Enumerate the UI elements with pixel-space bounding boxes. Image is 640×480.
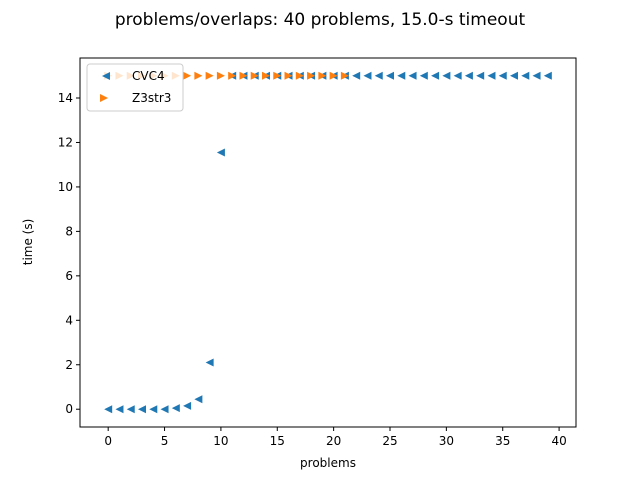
point-z3str3-9 [205, 71, 214, 80]
y-tick-label-7: 14 [58, 91, 73, 105]
chart-title: problems/overlaps: 40 problems, 15.0-s t… [115, 10, 526, 30]
x-axis-ticks: 0 5 10 15 20 25 30 35 40 [104, 427, 567, 448]
point-cvc4-35 [498, 71, 507, 80]
point-cvc4-2 [126, 405, 135, 414]
plot-marks [104, 71, 552, 414]
point-cvc4-7 [183, 401, 192, 410]
y-axis-ticks: 0 2 4 6 8 10 12 14 [58, 91, 80, 416]
x-tick-label-0: 0 [104, 434, 112, 448]
legend-marker-z3str3 [100, 94, 108, 102]
point-cvc4-27 [408, 71, 417, 80]
point-z3str3-12 [239, 71, 248, 80]
point-cvc4-24 [374, 71, 383, 80]
point-cvc4-9 [205, 358, 214, 367]
point-cvc4-8 [194, 395, 203, 404]
point-cvc4-5 [160, 405, 169, 414]
point-z3str3-19 [318, 71, 327, 80]
point-cvc4-34 [487, 71, 496, 80]
point-z3str3-18 [307, 71, 316, 80]
point-cvc4-25 [386, 71, 394, 80]
point-cvc4-32 [464, 71, 473, 80]
point-z3str3-21 [340, 71, 349, 80]
x-tick-label-8: 40 [551, 434, 566, 448]
y-tick-label-1: 2 [65, 358, 73, 372]
point-cvc4-0 [104, 405, 113, 414]
y-tick-label-6: 12 [58, 135, 73, 149]
plot-frame [79, 57, 577, 428]
legend: CVC4 Z3str3 [86, 63, 184, 112]
point-cvc4-26 [397, 71, 406, 80]
y-tick-label-0: 0 [65, 402, 73, 416]
point-cvc4-10 [216, 148, 225, 157]
point-cvc4-1 [115, 405, 124, 414]
point-cvc4-22 [352, 71, 361, 80]
point-z3str3-11 [228, 71, 237, 80]
point-z3str3-7 [183, 71, 192, 80]
point-cvc4-39 [543, 71, 552, 80]
point-cvc4-36 [510, 71, 518, 80]
y-axis-label: time (s) [21, 219, 35, 266]
point-cvc4-23 [363, 71, 372, 80]
x-tick-label-5: 25 [382, 434, 397, 448]
point-z3str3-16 [284, 71, 293, 80]
point-z3str3-13 [250, 71, 259, 80]
legend-box [86, 63, 184, 112]
point-cvc4-37 [521, 71, 530, 80]
point-z3str3-10 [216, 71, 225, 80]
y-tick-label-2: 4 [65, 313, 73, 327]
legend-label-cvc4: CVC4 [132, 69, 165, 83]
x-tick-label-2: 10 [213, 434, 228, 448]
x-axis-label: problems [300, 456, 356, 470]
y-tick-label-3: 6 [65, 269, 73, 283]
point-z3str3-15 [273, 71, 282, 80]
x-tick-label-1: 5 [161, 434, 169, 448]
point-cvc4-38 [532, 71, 541, 80]
point-cvc4-28 [419, 71, 428, 80]
point-z3str3-8 [194, 71, 203, 80]
x-tick-label-6: 30 [439, 434, 454, 448]
legend-marker-cvc4 [102, 72, 110, 80]
legend-label-z3str3: Z3str3 [132, 91, 171, 105]
point-z3str3-14 [262, 71, 270, 80]
point-z3str3-20 [329, 71, 338, 80]
point-cvc4-4 [149, 405, 158, 414]
y-tick-label-4: 8 [65, 224, 73, 238]
point-z3str3-17 [295, 71, 304, 80]
point-cvc4-33 [476, 71, 485, 80]
x-tick-label-4: 20 [326, 434, 341, 448]
point-cvc4-3 [138, 405, 146, 414]
point-cvc4-30 [442, 71, 451, 80]
point-cvc4-6 [171, 404, 180, 413]
point-cvc4-31 [453, 71, 462, 80]
y-tick-label-5: 10 [58, 180, 73, 194]
point-cvc4-29 [431, 71, 440, 80]
x-tick-label-3: 15 [270, 434, 285, 448]
x-tick-label-7: 35 [495, 434, 510, 448]
